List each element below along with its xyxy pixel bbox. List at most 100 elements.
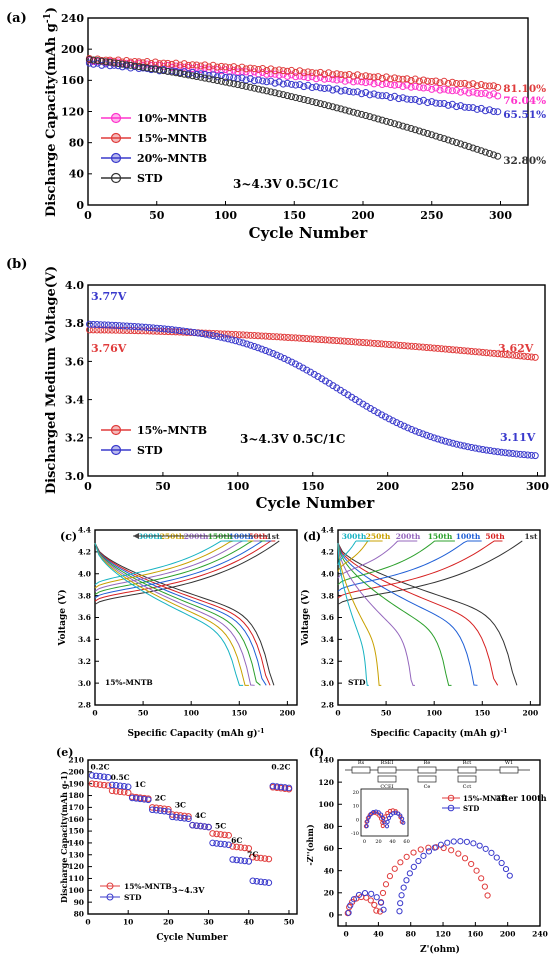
data-point (222, 74, 229, 82)
data-point (349, 108, 357, 116)
inset-x-tick-label: 40 (389, 839, 395, 845)
x-axis-label: Specific Capacity (mAh g)-1 (127, 728, 264, 740)
data-point (478, 875, 485, 882)
data-point (106, 58, 114, 66)
charge-curve (337, 540, 523, 605)
data-point (420, 852, 427, 859)
data-point (168, 326, 176, 334)
data-point (246, 83, 254, 91)
data-point (229, 843, 236, 850)
data-point (288, 358, 296, 366)
data-point (389, 417, 397, 425)
data-point (336, 386, 344, 394)
y-tick-label: 80 (69, 137, 85, 150)
data-point (490, 82, 498, 90)
data-point (304, 81, 312, 89)
y-tick-label: 20 (324, 888, 334, 897)
inset-point (384, 824, 390, 829)
data-point (341, 106, 349, 114)
data-point (395, 75, 403, 83)
x-tick-label: 0 (85, 918, 90, 927)
data-point (432, 99, 440, 107)
data-point (329, 382, 337, 390)
data-point (490, 90, 498, 98)
inset-point (378, 812, 384, 817)
data-point (403, 95, 411, 103)
data-point (329, 71, 337, 79)
discharge-curve (337, 542, 499, 686)
data-point (444, 839, 451, 846)
data-point (217, 67, 225, 75)
data-point (382, 80, 390, 88)
data-point (425, 844, 432, 851)
data-point (181, 814, 188, 822)
data-point (85, 55, 93, 63)
data-point (531, 452, 539, 460)
data-point (374, 409, 382, 417)
data-point (237, 857, 245, 864)
data-point (337, 105, 345, 113)
plot-frame (337, 529, 541, 706)
data-point (400, 342, 408, 350)
x-tick-label: 0 (335, 709, 340, 718)
data-point (436, 99, 444, 107)
data-point (151, 58, 159, 66)
data-point (115, 322, 123, 330)
data-point (238, 74, 246, 82)
circuit-resistor (417, 766, 437, 774)
cycle-label: 250th (366, 532, 391, 541)
data-point (333, 70, 341, 78)
data-point (258, 345, 266, 353)
y-tick-label: 2.8 (321, 701, 334, 710)
x-tick-label: 40 (244, 918, 254, 927)
data-point (258, 332, 266, 340)
data-point (428, 85, 436, 93)
y-tick-label: 60 (324, 844, 334, 853)
data-point (184, 71, 192, 79)
data-point (456, 346, 464, 354)
data-point (157, 807, 164, 815)
data-point (477, 147, 485, 155)
data-point (271, 70, 279, 78)
data-point (164, 67, 172, 75)
x-axis-label: Cycle Number (256, 494, 376, 512)
data-point (378, 116, 386, 124)
data-point (457, 140, 465, 148)
data-point (127, 322, 135, 330)
inset-point (385, 819, 390, 824)
data-point (387, 119, 394, 127)
data-point (232, 337, 240, 345)
data-point (205, 331, 213, 339)
data-point (506, 872, 513, 879)
y-tick-label: 4.0 (78, 569, 91, 578)
data-point (391, 865, 398, 872)
data-point (284, 356, 292, 364)
data-point (344, 337, 352, 345)
data-point (438, 436, 446, 444)
y-tick-label: 140 (318, 756, 334, 765)
data-point (420, 76, 427, 84)
data-point (118, 60, 126, 68)
discharge-curve (94, 542, 244, 686)
data-point (481, 148, 489, 156)
data-point (119, 326, 127, 334)
data-point (237, 844, 245, 851)
data-point (393, 419, 401, 427)
data-point (310, 370, 318, 378)
data-point (490, 151, 498, 159)
cycle-label: 50th (485, 532, 505, 541)
x-tick-label: 0 (343, 930, 348, 939)
data-point (241, 844, 249, 852)
inset-point (380, 823, 385, 829)
data-point (434, 435, 442, 443)
data-point (100, 326, 108, 334)
data-point (370, 407, 378, 415)
data-point (185, 815, 192, 823)
data-point (308, 84, 316, 92)
panel-label: (e) (56, 746, 73, 759)
data-point (165, 805, 172, 813)
data-point (337, 71, 345, 79)
legend-entry: 15%-MNTB (463, 794, 508, 803)
legend-entry: STD (463, 804, 479, 813)
data-point (465, 81, 473, 89)
